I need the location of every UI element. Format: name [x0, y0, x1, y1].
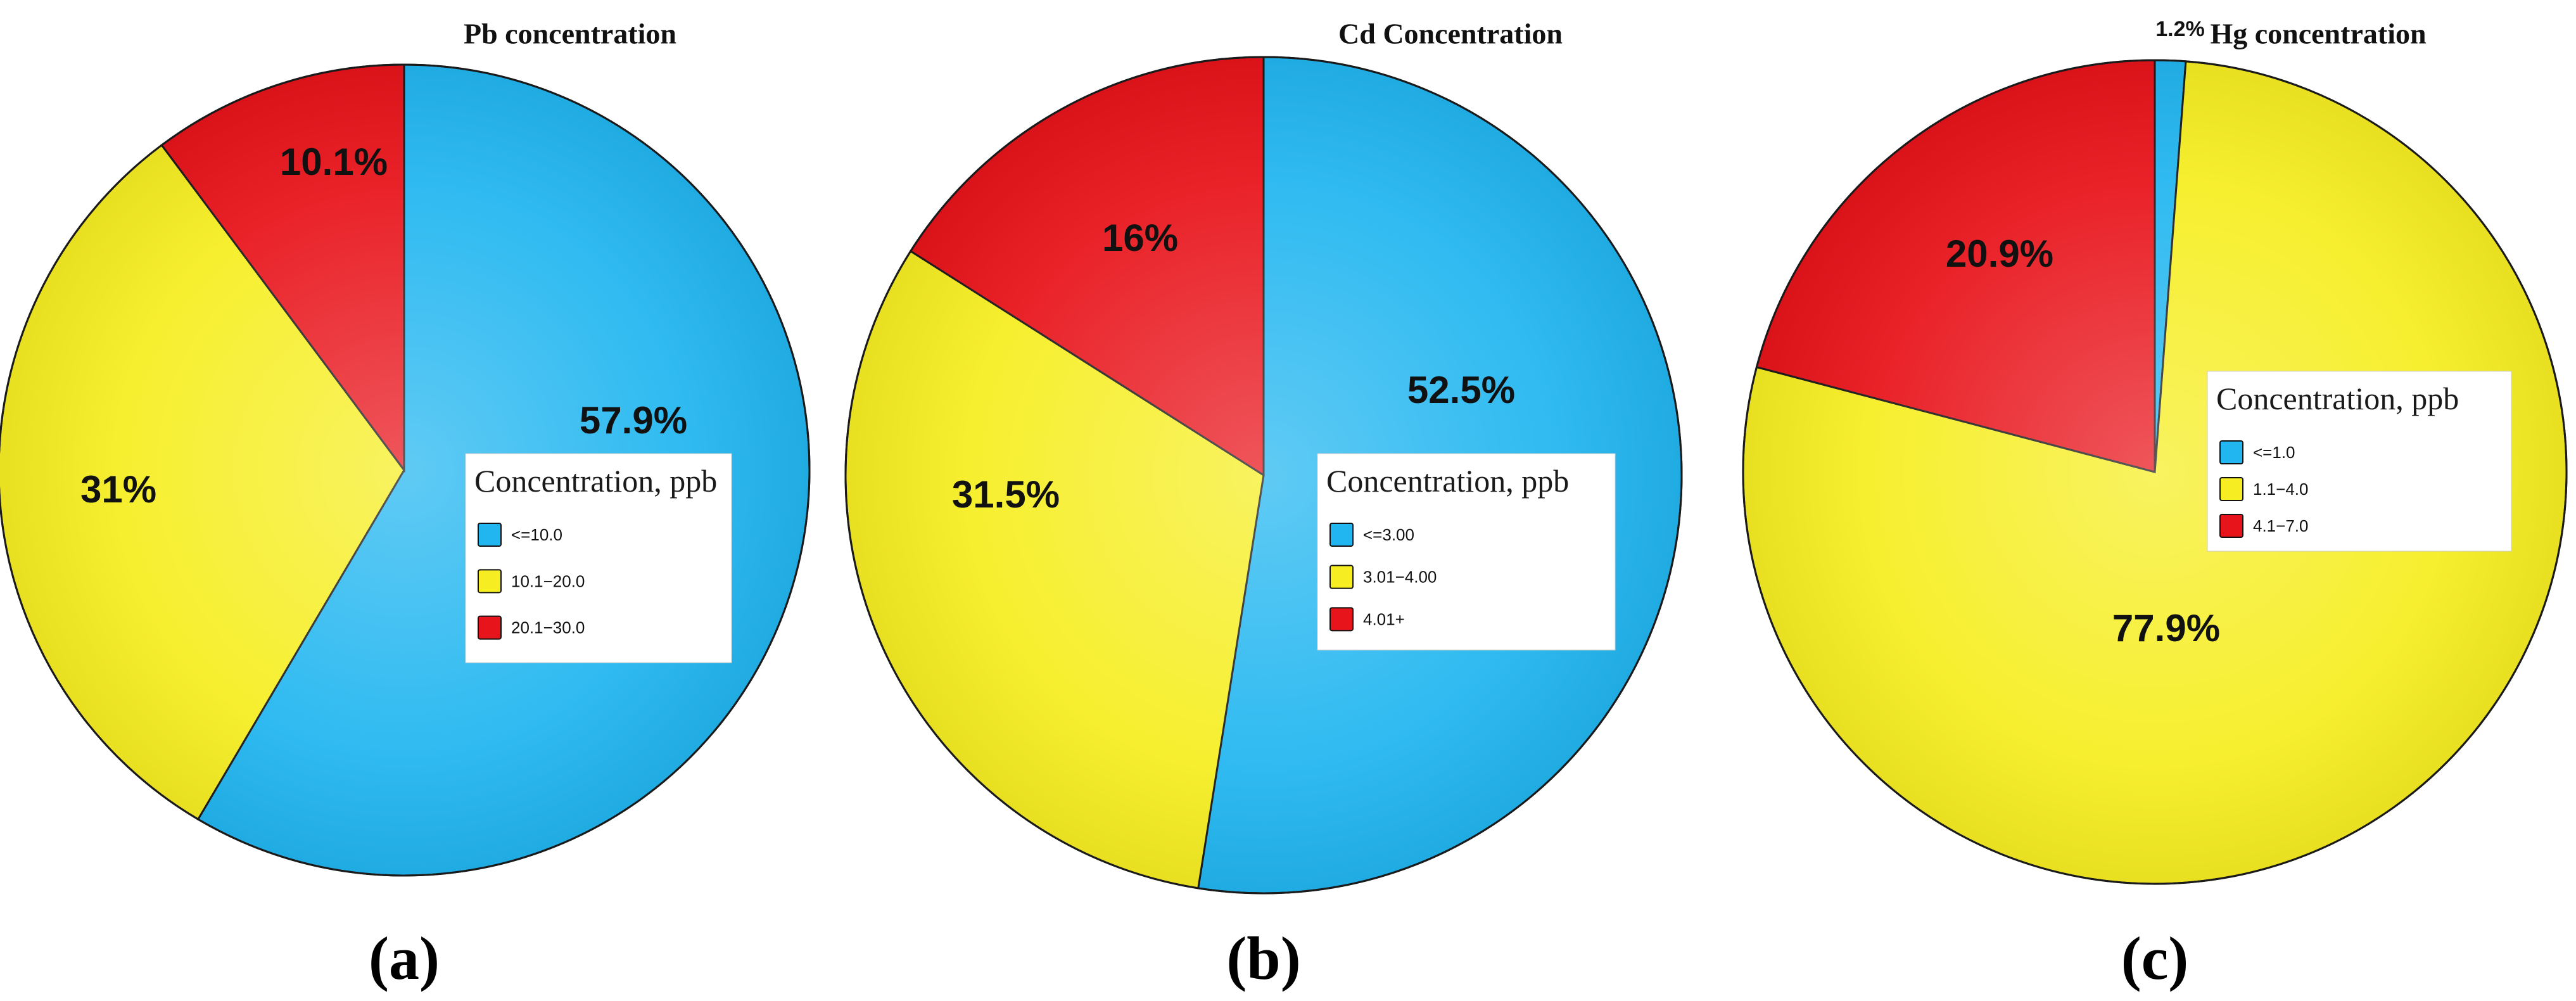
legend-entry-label: <=1.0	[2253, 443, 2295, 462]
legend-title: Concentration, ppb	[2216, 381, 2459, 416]
legend-entry-label: <=10.0	[511, 525, 562, 544]
slice-value-label: 52.5%	[1407, 369, 1515, 411]
legend-entry-label: 20.1−30.0	[511, 618, 585, 637]
panel-label: (b)	[1226, 924, 1300, 992]
slice-value-label: 57.9%	[580, 399, 687, 442]
legend-entry-label: 4.01+	[1363, 609, 1405, 628]
legend-entry-label: <=3.00	[1363, 525, 1414, 544]
legend-entry-label: 3.01−4.00	[1363, 568, 1437, 587]
slice-value-label: 31.5%	[952, 473, 1060, 516]
slice-value-label: 1.2%	[2155, 17, 2205, 41]
pie-outline	[844, 56, 1683, 895]
slice-value-label: 77.9%	[2112, 607, 2220, 649]
legend-swatch	[478, 523, 502, 547]
pie-chart-3: 1.2% 77.9% 20.9% Hg concentration (c) Concent…	[1742, 17, 2568, 992]
legend-background	[1317, 453, 1616, 651]
panel-label: (a)	[369, 924, 440, 992]
legend-swatch	[2219, 440, 2243, 464]
legend-swatch	[1329, 564, 1354, 589]
slice-value-label: 16%	[1102, 217, 1178, 259]
slice-value-label: 20.9%	[1946, 233, 2053, 275]
pie-chart-1: 57.9% 31% 10.1% Pb concentration (a) Concentr…	[0, 18, 811, 992]
legend-background	[465, 453, 732, 663]
slice-value-label: 31%	[80, 468, 156, 511]
pie-outline	[1742, 59, 2568, 885]
chart-title: Cd Concentration	[1338, 18, 1563, 50]
legend-entry-label: 4.1−7.0	[2253, 516, 2308, 535]
legend-title: Concentration, ppb	[1326, 463, 1569, 499]
legend-swatch	[2219, 477, 2243, 501]
legend-swatch	[478, 615, 502, 640]
slice-value-label: 10.1%	[280, 141, 388, 183]
legend-swatch	[1329, 607, 1354, 632]
legend: Concentration, ppb <=1.0 1.1−4.0 4.1−7.0	[2207, 371, 2512, 552]
legend: Concentration, ppb <=10.0 10.1−20.0 20.1−30…	[465, 453, 732, 663]
chart-title: Pb concentration	[464, 18, 676, 50]
legend-swatch	[478, 569, 502, 594]
panel-label: (c)	[2121, 924, 2189, 992]
legend-entry-label: 1.1−4.0	[2253, 480, 2308, 499]
legend-swatch	[2219, 514, 2243, 538]
pie-outline	[0, 63, 811, 877]
legend-title: Concentration, ppb	[474, 463, 717, 499]
legend-swatch	[1329, 523, 1354, 547]
legend-background	[2207, 371, 2512, 552]
pie-chart-2: 52.5% 31.5% 16% Cd Concentration (b) Concentr…	[844, 18, 1683, 992]
legend-entry-label: 10.1−20.0	[511, 571, 585, 590]
legend: Concentration, ppb <=3.00 3.01−4.00 4.01+	[1317, 453, 1616, 651]
chart-title: Hg concentration	[2210, 18, 2426, 50]
